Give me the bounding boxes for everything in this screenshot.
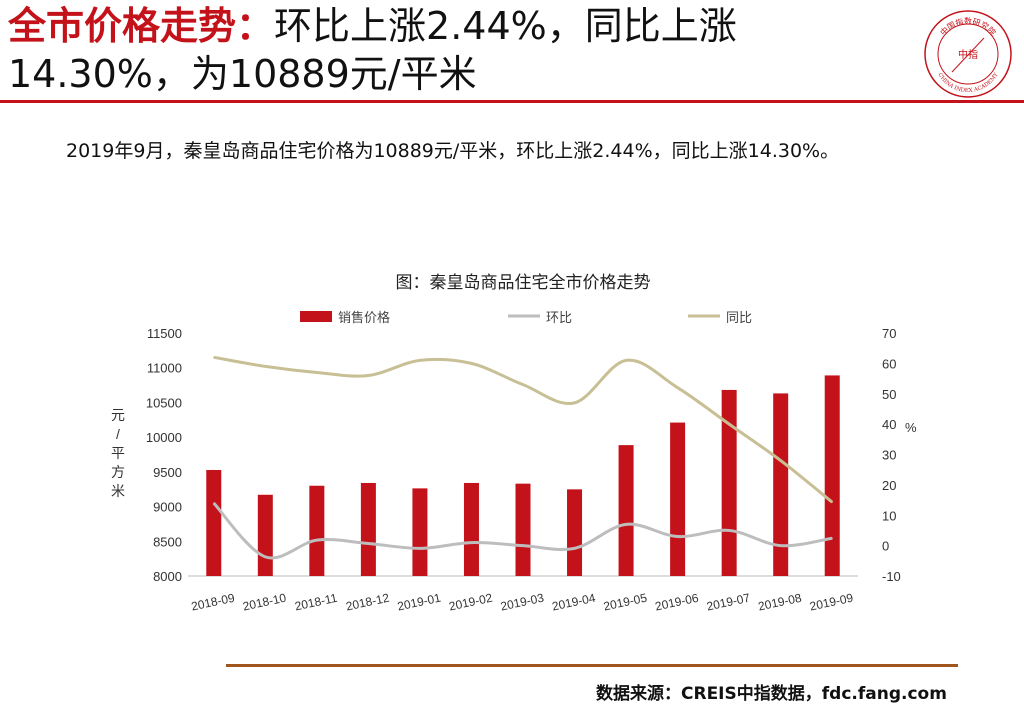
- bar-2018-10: [257, 494, 273, 576]
- yoy-line-point-2019-04: [573, 402, 576, 404]
- y-right-tick-0: -10: [882, 569, 901, 584]
- bar-2019-04: [567, 489, 583, 576]
- y-left-tick-4: 10000: [146, 430, 182, 445]
- x-tick-2018-12: 2018-12: [345, 591, 391, 614]
- yoy-line-point-2018-10: [264, 365, 266, 368]
- y-right-tick-7: 60: [882, 356, 896, 371]
- yoy-line-point-2019-09: [831, 501, 833, 503]
- yoy-line-point-2019-07: [728, 423, 730, 425]
- x-tick-2019-02: 2019-02: [448, 591, 494, 614]
- yoy-line-point-2018-09: [213, 356, 215, 358]
- yoy-line-point-2019-05: [625, 359, 627, 361]
- y-right-tick-6: 50: [882, 387, 896, 402]
- yoy-line-point-2019-02: [470, 362, 473, 364]
- title-line-2: 14.30%，为10889元/平米: [8, 52, 477, 96]
- yoy-line-point-2019-06: [677, 387, 679, 389]
- mom-line-point-2019-04: [573, 547, 576, 549]
- mom-line-point-2019-07: [728, 529, 730, 532]
- y-left-tick-3: 9500: [153, 465, 182, 480]
- bar-2019-09: [824, 375, 840, 576]
- bar-2018-11: [309, 485, 325, 576]
- data-source: 数据来源：CREIS中指数据，fdc.fang.com: [596, 684, 947, 704]
- mom-line-point-2019-02: [470, 541, 473, 544]
- chart-title: 图：秦皇岛商品住宅全市价格走势: [396, 273, 651, 292]
- y-left-tick-2: 9000: [153, 500, 182, 515]
- x-tick-2019-08: 2019-08: [757, 591, 803, 614]
- title-rest: 环比上涨2.44%，同比上涨: [274, 4, 737, 48]
- footer-rule: [226, 664, 958, 667]
- mom-line-point-2018-10: [264, 556, 266, 558]
- x-tick-2018-09: 2018-09: [190, 591, 236, 614]
- y-left-label-char-2: 平: [111, 445, 125, 461]
- y-left-tick-5: 10500: [146, 395, 182, 410]
- y-right-tick-3: 20: [882, 478, 896, 493]
- yoy-line-point-2019-01: [419, 359, 421, 361]
- header-rule: [0, 100, 1024, 103]
- mom-line-point-2018-11: [316, 539, 318, 541]
- x-tick-2019-04: 2019-04: [551, 591, 597, 614]
- legend-label-2: 同比: [726, 310, 752, 325]
- legend-label-0: 销售价格: [338, 310, 390, 325]
- bar-2019-08: [773, 393, 789, 576]
- y-left-label-char-0: 元: [111, 407, 125, 423]
- bar-2019-03: [515, 483, 531, 576]
- y-right-label: %: [905, 420, 917, 435]
- y-left-label-char-1: /: [116, 426, 120, 442]
- mom-line-point-2019-06: [677, 535, 679, 538]
- y-left-tick-6: 11000: [147, 361, 182, 376]
- mom-line-point-2019-09: [831, 537, 833, 539]
- mom-line-point-2019-03: [522, 545, 524, 547]
- x-tick-2018-10: 2018-10: [241, 591, 287, 614]
- bar-2019-06: [670, 422, 686, 576]
- yoy-line-point-2019-08: [780, 459, 782, 462]
- title-highlight: 全市价格走势：: [8, 4, 275, 48]
- title-line-1: 全市价格走势：环比上涨2.44%，同比上涨: [8, 2, 908, 50]
- y-right-tick-5: 40: [882, 417, 896, 432]
- y-right-tick-2: 10: [882, 508, 896, 523]
- summary-text: 2019年9月，秦皇岛商品住宅价格为10889元/平米，环比上涨2.44%，同比…: [66, 140, 840, 162]
- mom-line-point-2019-01: [419, 547, 421, 549]
- mom-line-point-2018-12: [367, 542, 369, 545]
- mom-line-point-2019-08: [780, 545, 782, 547]
- x-tick-2019-07: 2019-07: [705, 591, 751, 614]
- bar-2018-12: [360, 482, 376, 576]
- bar-2019-02: [463, 482, 479, 576]
- x-tick-2019-09: 2019-09: [808, 591, 854, 614]
- bar-2018-09: [206, 469, 222, 576]
- legend-swatch-0: [300, 311, 332, 322]
- bar-2019-07: [721, 389, 737, 576]
- china-index-academy-logo: 中国指数研究院 CHINA INDEX ACADEMY 中指: [924, 10, 1012, 98]
- y-right-tick-8: 70: [882, 326, 896, 341]
- bar-2019-01: [412, 488, 428, 576]
- bar-2019-05: [618, 445, 634, 576]
- mom-line-point-2019-05: [625, 523, 627, 525]
- x-tick-2018-11: 2018-11: [293, 591, 338, 614]
- legend-label-1: 环比: [546, 310, 572, 325]
- y-left-tick-1: 8500: [153, 534, 182, 549]
- y-right-tick-4: 30: [882, 448, 896, 463]
- y-right-tick-1: 0: [882, 539, 889, 554]
- mom-line-point-2018-09: [213, 502, 215, 504]
- x-tick-2019-01: 2019-01: [396, 591, 442, 614]
- y-left-label-char-4: 米: [111, 483, 125, 499]
- x-tick-2019-03: 2019-03: [499, 591, 545, 614]
- yoy-line-point-2018-11: [316, 371, 318, 374]
- yoy-line: [213, 355, 834, 504]
- yoy-line-point-2018-12: [367, 374, 369, 377]
- x-tick-2019-05: 2019-05: [602, 591, 648, 614]
- title-block: 全市价格走势：环比上涨2.44%，同比上涨 14.30%，为10889元/平米: [8, 2, 908, 98]
- x-tick-2019-06: 2019-06: [654, 591, 700, 614]
- y-left-tick-7: 11500: [147, 326, 182, 341]
- yoy-line-point-2019-03: [522, 384, 524, 386]
- y-left-tick-0: 8000: [153, 569, 182, 584]
- y-left-label-char-3: 方: [111, 464, 125, 480]
- logo-diagonal: [951, 37, 985, 73]
